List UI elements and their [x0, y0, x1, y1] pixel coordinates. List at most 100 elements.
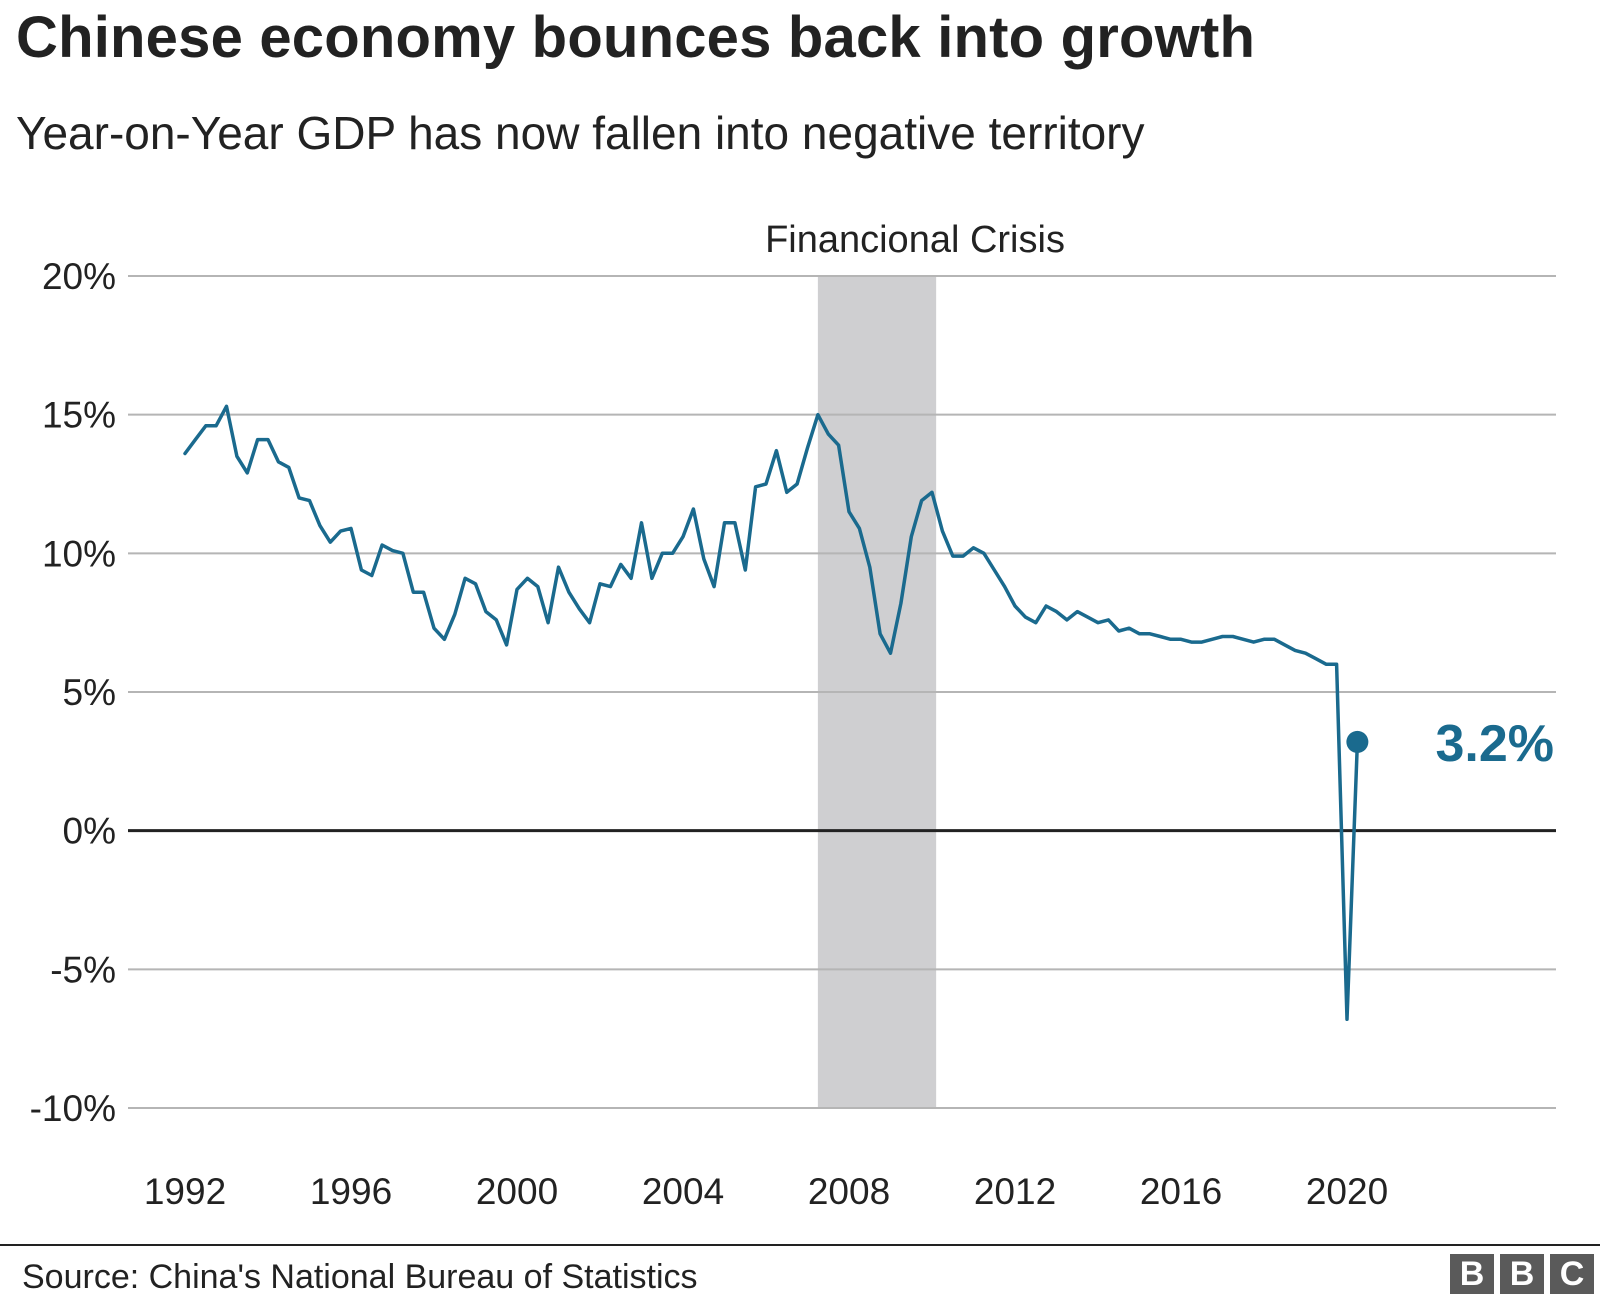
- data-point: [650, 576, 654, 580]
- y-tick-label: 20%: [42, 256, 116, 297]
- data-point: [266, 438, 270, 442]
- data-point: [546, 621, 550, 625]
- data-point: [1283, 643, 1287, 647]
- data-point: [1055, 610, 1059, 614]
- data-point: [940, 529, 944, 533]
- data-point: [411, 590, 415, 594]
- data-point: [951, 554, 955, 558]
- data-point: [308, 499, 312, 503]
- data-point: [1231, 635, 1235, 639]
- x-tick-label: 2000: [476, 1171, 558, 1212]
- data-point: [774, 449, 778, 453]
- data-point: [370, 574, 374, 578]
- y-tick-label: 15%: [42, 395, 116, 436]
- data-point: [889, 651, 893, 655]
- data-point: [723, 521, 727, 525]
- data-point: [1106, 618, 1110, 622]
- data-point: [598, 582, 602, 586]
- data-point: [857, 526, 861, 530]
- data-point: [1117, 629, 1121, 633]
- data-point: [328, 540, 332, 544]
- data-point: [1086, 615, 1090, 619]
- data-point: [1169, 637, 1173, 641]
- data-point: [899, 601, 903, 605]
- data-point: [691, 507, 695, 511]
- data-point: [1023, 615, 1027, 619]
- data-point: [733, 521, 737, 525]
- data-point: [1221, 635, 1225, 639]
- source-note: Source: China's National Bureau of Stati…: [22, 1258, 698, 1296]
- data-point: [619, 562, 623, 566]
- x-tick-label: 2012: [974, 1171, 1056, 1212]
- data-point: [214, 424, 218, 428]
- bbc-logo-letter: B: [1500, 1254, 1544, 1294]
- x-tick-label: 1992: [144, 1171, 226, 1212]
- x-tick-label: 2004: [642, 1171, 724, 1212]
- data-point: [671, 551, 675, 555]
- data-point: [453, 612, 457, 616]
- data-point: [1003, 585, 1007, 589]
- data-point: [826, 432, 830, 436]
- data-point: [847, 510, 851, 514]
- chart-title: Chinese economy bounces back into growth: [16, 5, 1256, 70]
- data-point: [204, 424, 208, 428]
- data-point: [764, 482, 768, 486]
- data-point: [557, 565, 561, 569]
- data-point: [276, 460, 280, 464]
- data-point: [702, 557, 706, 561]
- data-point: [432, 626, 436, 630]
- data-point: [1210, 637, 1214, 641]
- latest-value-dot: [1346, 730, 1369, 753]
- y-tick-label: -5%: [50, 949, 116, 990]
- data-point: [1241, 637, 1245, 641]
- gdp-line-chart: Financional Crisis 20% 15% 10% 5% 0% -5% -10% 19…: [30, 219, 1556, 1212]
- data-point: [1200, 640, 1204, 644]
- data-point: [640, 521, 644, 525]
- y-tick-label: 5%: [63, 672, 116, 713]
- data-point: [1304, 651, 1308, 655]
- y-tick-label: -10%: [30, 1088, 116, 1129]
- data-point: [193, 438, 197, 442]
- bbc-logo: B B C: [1450, 1254, 1594, 1294]
- data-point: [183, 451, 187, 455]
- data-point: [1096, 621, 1100, 625]
- data-point: [1324, 662, 1328, 666]
- data-point: [245, 471, 249, 475]
- y-tick-label: 10%: [42, 533, 116, 574]
- data-point: [1158, 635, 1162, 639]
- data-point: [225, 404, 229, 408]
- data-point: [754, 485, 758, 489]
- data-point: [1148, 632, 1152, 636]
- data-point: [1314, 657, 1318, 661]
- data-point: [743, 568, 747, 572]
- y-tick-label: 0%: [63, 811, 116, 852]
- data-point: [795, 482, 799, 486]
- data-point: [1252, 640, 1256, 644]
- financial-crisis-label: Financional Crisis: [765, 219, 1065, 261]
- data-point: [660, 551, 664, 555]
- data-point: [287, 465, 291, 469]
- data-point: [577, 607, 581, 611]
- data-point: [484, 610, 488, 614]
- data-point: [1335, 662, 1339, 666]
- data-point: [806, 446, 810, 450]
- bbc-logo-letter: C: [1550, 1254, 1594, 1294]
- data-point: [816, 413, 820, 417]
- latest-value-label: 3.2%: [1435, 715, 1554, 773]
- data-point: [235, 454, 239, 458]
- data-point: [972, 546, 976, 550]
- data-point: [391, 549, 395, 553]
- data-point: [608, 585, 612, 589]
- data-point: [339, 529, 343, 533]
- data-point: [868, 565, 872, 569]
- data-point: [909, 535, 913, 539]
- data-point: [349, 526, 353, 530]
- data-point: [505, 643, 509, 647]
- data-point: [318, 524, 322, 528]
- x-tick-label: 2008: [808, 1171, 890, 1212]
- data-point: [629, 576, 633, 580]
- data-point: [1044, 604, 1048, 608]
- data-point: [1013, 604, 1017, 608]
- data-point: [515, 587, 519, 591]
- data-point: [785, 490, 789, 494]
